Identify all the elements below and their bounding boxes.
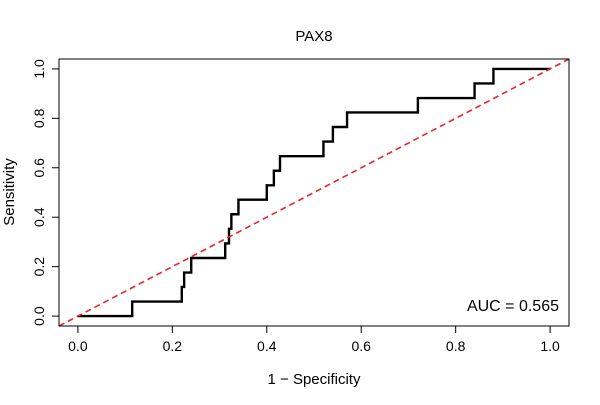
x-axis-label: 1 − Specificity <box>268 371 361 388</box>
x-tick-label: 1.0 <box>540 338 560 354</box>
x-tick-label: 0.0 <box>68 338 88 354</box>
y-axis: 0.0 0.2 0.4 0.6 0.8 1.0 <box>31 59 60 326</box>
y-tick-label: 0.8 <box>31 108 47 128</box>
y-tick-label: 0.6 <box>31 158 47 178</box>
roc-curve-line <box>77 67 551 318</box>
reference-diagonal-line <box>59 59 569 326</box>
y-axis-label: Sensitivity <box>1 158 18 226</box>
plot-area <box>58 58 570 327</box>
y-tick-label: 1.0 <box>31 59 47 79</box>
y-tick-label: 0.0 <box>31 306 47 326</box>
x-tick-label: 0.6 <box>351 338 371 354</box>
plot-frame <box>58 58 570 327</box>
x-tick-label: 0.4 <box>257 338 277 354</box>
x-tick-label: 0.2 <box>163 338 183 354</box>
x-tick-label: 0.8 <box>446 338 466 354</box>
x-axis: 0.0 0.2 0.4 0.6 0.8 1.0 <box>68 325 560 354</box>
chart-title: PAX8 <box>295 28 332 45</box>
y-tick-label: 0.2 <box>31 257 47 277</box>
auc-annotation: AUC = 0.565 <box>467 298 559 315</box>
y-tick-label: 0.4 <box>31 207 47 227</box>
